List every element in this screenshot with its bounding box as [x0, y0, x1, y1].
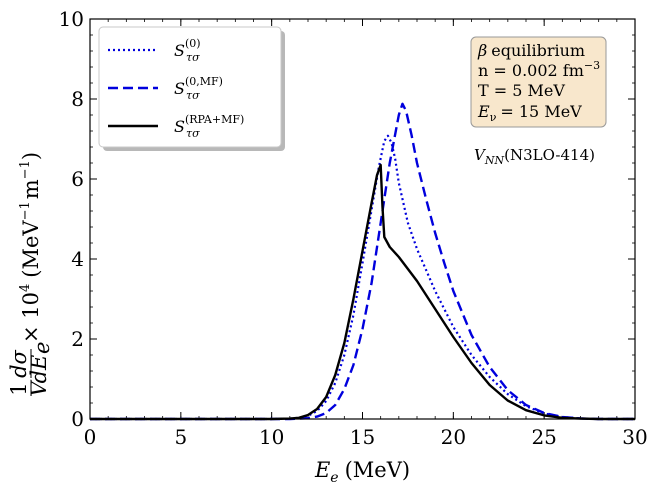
info-box-background	[470, 36, 607, 128]
legend-label-sup: (RPA+MF)	[185, 113, 244, 126]
x-tick-label: 10	[259, 425, 284, 449]
info-energy-main: E	[477, 102, 490, 121]
legend: S(0) τσS(0,MF) τσS(RPA+MF) τσ	[98, 26, 285, 151]
y-axis-label: 1 V dσ dE e × 104(MeV−1m−1)	[7, 152, 54, 397]
x-tick-label: 20	[441, 425, 466, 449]
annotation-rest: (N3LO-414)	[504, 146, 595, 164]
x-tick-label: 15	[350, 425, 375, 449]
y-label-frac2-den: dE	[27, 355, 51, 384]
y-label-unit-exp1: −1	[18, 201, 33, 220]
legend-label-sub: τσ	[186, 51, 200, 64]
y-tick-label: 4	[71, 247, 84, 271]
potential-annotation: VNN(N3LO-414)	[474, 146, 595, 167]
legend-entries: S(0) τσS(0,MF) τσS(RPA+MF) τσ	[108, 37, 244, 140]
y-label-frac2-den-sub: e	[30, 342, 54, 354]
y-label-frac1-num: 1	[7, 382, 31, 395]
y-label-unit-m: m	[19, 179, 43, 199]
info-density: n = 0.002 fm	[478, 61, 584, 80]
info-line1: β equilibrium	[477, 41, 585, 60]
legend-label-sup: (0,MF)	[185, 75, 223, 88]
legend-label-sup: (0)	[185, 37, 201, 50]
y-tick-label: 10	[59, 7, 84, 31]
y-tick-label: 2	[71, 327, 84, 351]
y-label-rest: × 104(MeV−1m−1)	[18, 152, 43, 343]
y-label-frac2-num: dσ	[7, 349, 31, 377]
x-axis-label-sub: e	[330, 470, 338, 486]
annotation-sub: NN	[484, 154, 505, 167]
info-box: β equilibrium n = 0.002 fm−3 T = 5 MeV Eν…	[470, 36, 607, 128]
series-line-solid	[90, 163, 635, 421]
info-energy-rest: = 15 MeV	[500, 102, 582, 121]
x-tick-label: 5	[174, 425, 187, 449]
x-axis-label-main: E	[314, 458, 330, 482]
legend-label: S(0) τσ	[174, 37, 201, 64]
y-label-exp: 4	[18, 284, 33, 292]
x-tick-label: 25	[531, 425, 556, 449]
tick-labels: 0 5 10 15 20 25 30 0 2 4 6 8 10	[59, 7, 648, 449]
series-layer	[90, 102, 635, 421]
annotation-main: V	[474, 146, 487, 164]
x-tick-label: 30	[622, 425, 647, 449]
y-label-frac1-den: V	[27, 380, 51, 397]
legend-label: S(0,MF) τσ	[174, 75, 223, 102]
series-line-dashed	[90, 102, 635, 421]
info-density-exp: −3	[584, 59, 600, 72]
legend-label: S(RPA+MF) τσ	[174, 113, 244, 140]
info-line3: T = 5 MeV	[478, 81, 565, 100]
x-axis-label-unit: (MeV)	[345, 458, 410, 482]
y-label-unit-close: )	[19, 152, 43, 160]
info-beta: β	[477, 41, 487, 60]
info-line4: Eν = 15 MeV	[477, 102, 582, 124]
y-tick-label: 0	[71, 407, 84, 431]
info-line2: n = 0.002 fm−3	[478, 59, 600, 80]
y-tick-label: 8	[71, 87, 84, 111]
info-energy-sub: ν	[490, 111, 497, 124]
y-tick-label: 6	[71, 167, 84, 191]
legend-label-base: S	[174, 41, 185, 60]
y-label-times: × 10	[19, 292, 43, 343]
plot-frame	[89, 18, 636, 420]
y-label-unit: (MeV	[19, 220, 43, 278]
info-equilibrium: equilibrium	[491, 41, 585, 60]
x-axis-label: Ee (MeV)	[314, 458, 410, 486]
legend-label-sub: τσ	[186, 89, 200, 102]
series-line-dotted	[90, 134, 635, 421]
legend-label-base: S	[174, 79, 185, 98]
legend-label-base: S	[174, 117, 185, 136]
legend-box	[98, 26, 282, 148]
x-tick-label: 0	[84, 425, 97, 449]
legend-label-sub: τσ	[186, 127, 200, 140]
y-label-unit-exp2: −1	[18, 160, 33, 179]
